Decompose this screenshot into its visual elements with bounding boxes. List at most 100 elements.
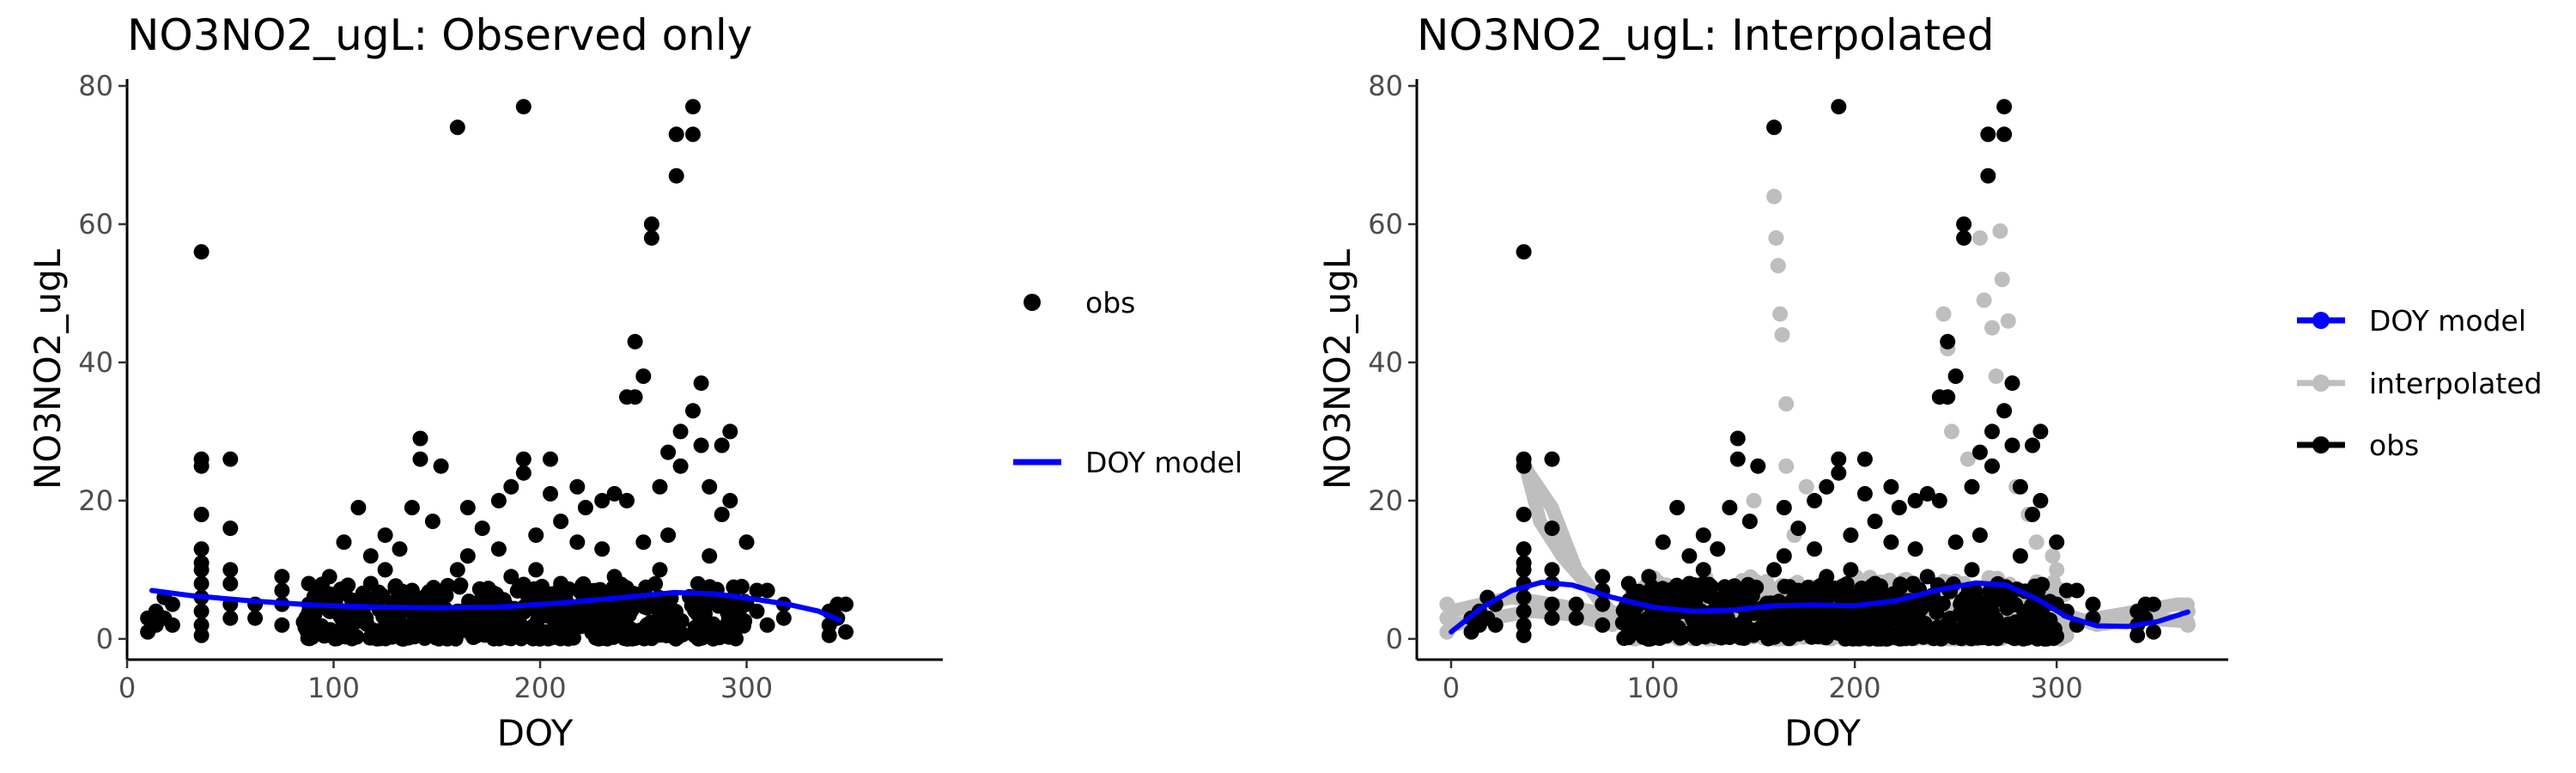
data-point bbox=[453, 617, 470, 633]
data-point bbox=[643, 230, 659, 247]
data-point bbox=[528, 527, 544, 544]
data-point bbox=[362, 575, 379, 592]
data-point bbox=[1655, 581, 1671, 597]
y-tick-label: 20 bbox=[78, 484, 113, 517]
data-point bbox=[193, 555, 210, 571]
data-point bbox=[592, 611, 608, 627]
data-point bbox=[1695, 527, 1711, 544]
data-point bbox=[1843, 562, 1859, 578]
data-point bbox=[412, 430, 428, 447]
data-point bbox=[1544, 520, 1560, 537]
data-point bbox=[1929, 605, 1945, 621]
data-point bbox=[643, 216, 659, 232]
x-tick-label: 100 bbox=[307, 672, 360, 704]
data-point bbox=[1729, 451, 1746, 467]
data-point bbox=[2008, 597, 2024, 612]
data-point bbox=[1595, 617, 1611, 633]
data-point bbox=[222, 451, 239, 467]
legend-item-interpolated: interpolated bbox=[2297, 367, 2543, 400]
data-point bbox=[1686, 628, 1703, 644]
data-point bbox=[565, 630, 581, 646]
data-point bbox=[222, 562, 239, 578]
data-point bbox=[2028, 534, 2044, 551]
data-point bbox=[1984, 423, 2000, 440]
data-point bbox=[1883, 478, 1899, 495]
data-point bbox=[1856, 451, 1873, 467]
legend-item-doy-model: DOY model bbox=[1013, 446, 1242, 479]
data-point bbox=[459, 500, 476, 515]
data-point bbox=[660, 444, 677, 460]
data-point bbox=[569, 478, 586, 495]
data-point bbox=[1956, 230, 1972, 247]
data-point bbox=[1883, 534, 1899, 551]
data-point bbox=[274, 617, 290, 633]
data-point bbox=[193, 541, 210, 557]
data-point bbox=[1940, 389, 1956, 405]
data-point bbox=[359, 616, 375, 632]
data-point bbox=[1943, 423, 1959, 440]
data-point bbox=[1722, 582, 1738, 599]
data-point bbox=[759, 582, 775, 599]
data-point bbox=[1862, 629, 1879, 645]
data-point bbox=[1516, 507, 1532, 522]
data-point bbox=[528, 562, 544, 578]
data-point bbox=[1778, 396, 1795, 412]
data-point bbox=[1919, 485, 1935, 502]
data-point bbox=[1516, 603, 1532, 619]
data-point bbox=[574, 577, 591, 593]
data-point bbox=[1809, 581, 1826, 597]
data-point bbox=[274, 569, 290, 585]
data-point bbox=[1893, 576, 1909, 593]
x-tick-label: 100 bbox=[1626, 672, 1679, 704]
data-point bbox=[1790, 582, 1807, 599]
data-point bbox=[1848, 618, 1864, 635]
data-point bbox=[1891, 500, 1907, 515]
y-axis-label: NO3NO2_ugL bbox=[1316, 248, 1358, 490]
data-point bbox=[1544, 451, 1560, 467]
data-point bbox=[1815, 604, 1832, 620]
data-point bbox=[1996, 99, 2013, 115]
data-point bbox=[376, 630, 392, 646]
data-point bbox=[668, 167, 684, 184]
data-point bbox=[1641, 569, 1657, 585]
data-point bbox=[553, 575, 569, 592]
data-point bbox=[594, 541, 611, 557]
data-point bbox=[1620, 575, 1637, 592]
data-point bbox=[1757, 614, 1773, 630]
data-point bbox=[1776, 548, 1792, 564]
data-point bbox=[362, 548, 379, 564]
data-point bbox=[1896, 612, 1912, 629]
data-point bbox=[2012, 478, 2028, 495]
data-point bbox=[247, 610, 264, 626]
data-point bbox=[2008, 614, 2024, 630]
data-point bbox=[1722, 500, 1738, 515]
data-point bbox=[1988, 368, 2004, 384]
data-point bbox=[2012, 548, 2028, 564]
data-point bbox=[1850, 630, 1867, 647]
data-point bbox=[526, 618, 542, 634]
data-point bbox=[377, 562, 393, 578]
y-tick-label: 60 bbox=[78, 208, 113, 240]
data-point bbox=[404, 582, 420, 599]
data-point bbox=[2146, 596, 2161, 612]
data-point bbox=[1854, 581, 1869, 596]
data-point bbox=[321, 569, 337, 585]
data-point bbox=[1516, 541, 1532, 557]
data-point bbox=[1867, 514, 1883, 529]
data-point bbox=[2032, 423, 2049, 440]
data-point bbox=[350, 500, 367, 515]
data-point bbox=[1916, 629, 1931, 645]
data-point bbox=[1439, 624, 1455, 640]
data-point bbox=[1640, 630, 1656, 647]
data-point bbox=[1932, 624, 1948, 640]
data-point bbox=[1893, 630, 1910, 647]
data-point bbox=[543, 451, 558, 467]
data-point bbox=[1654, 629, 1670, 645]
data-point bbox=[1772, 306, 1789, 322]
y-tick-label: 40 bbox=[78, 346, 113, 379]
data-point bbox=[2011, 626, 2027, 642]
data-point bbox=[2025, 507, 2040, 522]
data-point bbox=[685, 99, 701, 115]
data-point bbox=[336, 610, 352, 626]
data-point bbox=[668, 126, 684, 143]
